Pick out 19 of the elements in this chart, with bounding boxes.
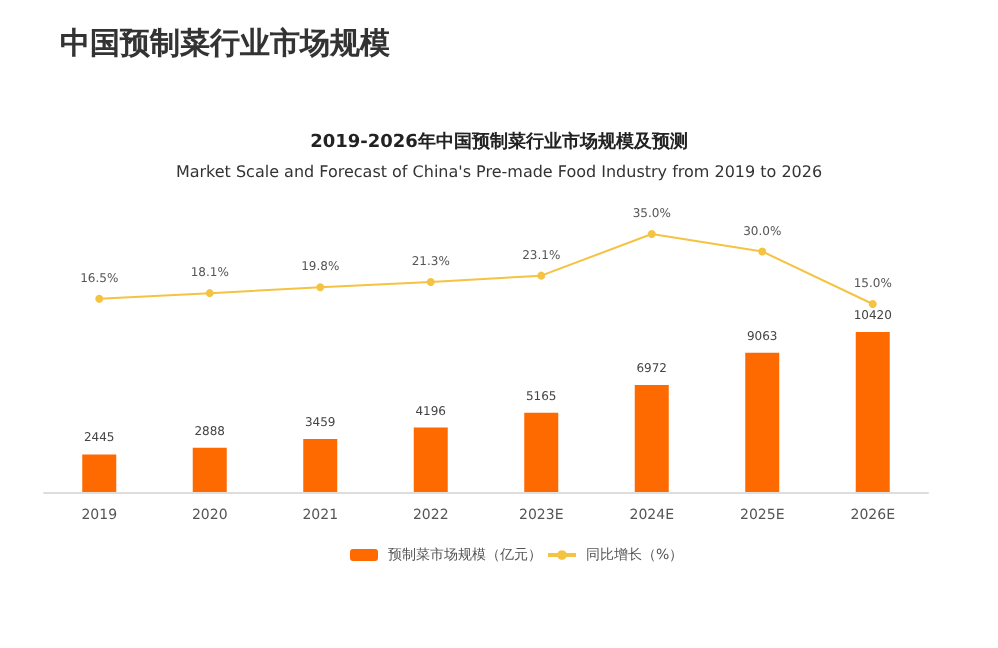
bar [413,427,448,492]
point [205,289,214,298]
bar [303,438,338,492]
point [537,271,546,280]
point [758,247,767,256]
bar [855,332,890,492]
chart-title: 2019-2026年中国预制菜行业市场规模及预测 [310,131,688,153]
bar [524,412,559,492]
bar [192,447,227,492]
point [868,300,877,308]
bar [745,352,780,492]
text: 中国预制菜行业市场规模 [60,25,392,61]
point [95,294,104,303]
bar [82,454,117,492]
point [426,277,435,286]
point [316,283,325,292]
bar [634,384,669,492]
point [647,230,656,238]
chart-subtitle: Market Scale and Forecast of China's Pre-made Food Industry from 2019 to 2026 [175,163,823,181]
